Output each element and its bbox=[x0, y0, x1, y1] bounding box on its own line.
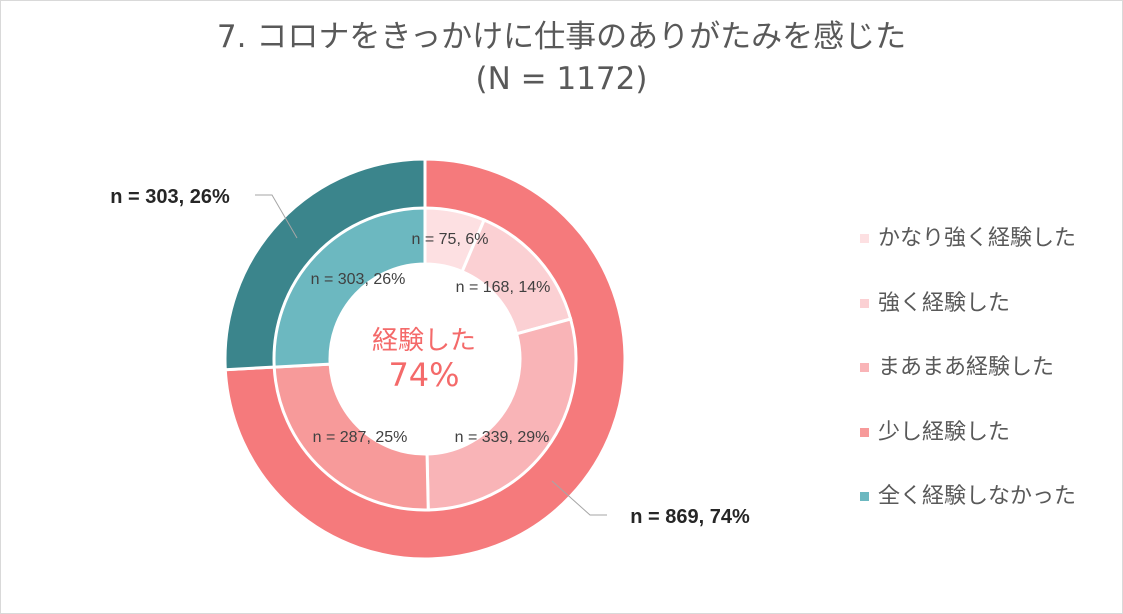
legend-label: 全く経験しなかった bbox=[878, 484, 1077, 509]
legend-swatch bbox=[860, 234, 869, 243]
center-label-line2: 74% bbox=[388, 356, 459, 394]
legend-label: 強く経験した bbox=[878, 290, 1011, 316]
inner-slice-2 bbox=[425, 317, 578, 512]
inner-labels: n = 75, 6% n = 168, 14% n = 339, 29% n =… bbox=[311, 231, 551, 446]
outer-labels: n = 303, 26% n = 869, 74% bbox=[110, 186, 750, 528]
center-label-line1: 経験した bbox=[372, 326, 476, 356]
legend-label: かなり強く経験した bbox=[878, 226, 1077, 251]
inner-slice-3 bbox=[272, 362, 430, 512]
center-label: 経験した 74% bbox=[372, 326, 476, 394]
legend-label: まあまあ経験した bbox=[878, 355, 1055, 380]
inner-ring bbox=[272, 206, 578, 512]
legend-swatch bbox=[860, 427, 869, 437]
inner-label-tsuyoku: n = 168, 14% bbox=[456, 279, 551, 296]
leader-line-outer-left bbox=[255, 194, 298, 239]
inner-label-mattaku: n = 303, 26% bbox=[311, 271, 406, 288]
leader-lines bbox=[255, 194, 607, 516]
inner-label-maamaa: n = 339, 29% bbox=[455, 429, 550, 446]
legend-label: 少し経験した bbox=[878, 419, 1011, 445]
inner-label-sukoshi: n = 287, 25% bbox=[313, 429, 408, 446]
legend-swatch bbox=[860, 492, 869, 501]
legend-swatch bbox=[860, 363, 869, 372]
legend-swatch bbox=[860, 298, 869, 308]
chart-title-line1: 7. コロナをきっかけに仕事のありがたみを感じた bbox=[216, 19, 907, 55]
leader-line-outer-right bbox=[551, 480, 607, 516]
chart-title-line2: (N = 1172) bbox=[475, 61, 648, 97]
outer-label-keiken: n = 869, 74% bbox=[630, 506, 750, 528]
chart-title: 7. コロナをきっかけに仕事のありがたみを感じた (N = 1172) bbox=[0, 16, 1123, 100]
inner-label-kanari: n = 75, 6% bbox=[412, 231, 489, 248]
inner-slice-4 bbox=[272, 206, 427, 369]
outer-label-mattaku: n = 303, 26% bbox=[110, 186, 230, 208]
